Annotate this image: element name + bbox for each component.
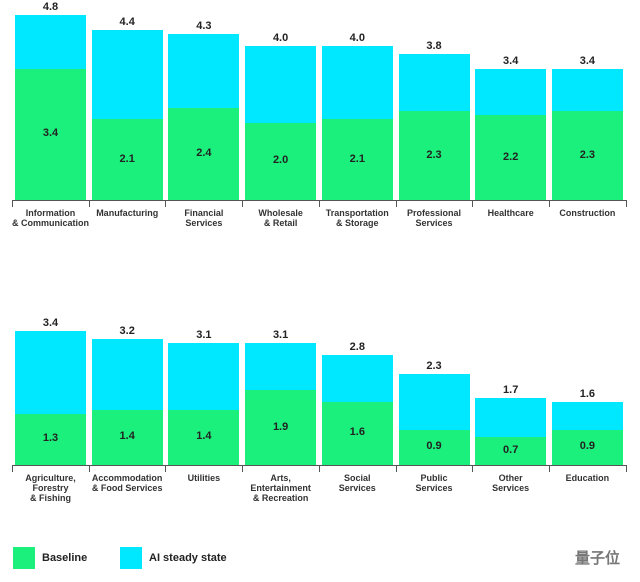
- x-tick-label: Information & Communication: [12, 208, 90, 228]
- x-tick: [625, 465, 627, 472]
- x-tick-label: Utilities: [187, 473, 221, 483]
- bar: [15, 413, 86, 465]
- watermark: 量子位: [574, 549, 620, 567]
- value-label: 3.1: [196, 328, 212, 341]
- bar: [168, 107, 240, 200]
- x-tick: [472, 465, 474, 472]
- value-label: 1.4: [196, 430, 212, 443]
- x-tick-label: Professional Services: [406, 208, 462, 228]
- value-label: 0.7: [503, 444, 519, 457]
- bar: [551, 429, 623, 465]
- x-tick-label: Education: [565, 473, 610, 483]
- value-label: 1.3: [42, 432, 59, 445]
- value-label: 2.4: [196, 146, 212, 159]
- bar: [321, 119, 393, 200]
- bar: [321, 401, 393, 465]
- x-tick: [548, 200, 550, 207]
- value-label: 2.0: [272, 154, 289, 167]
- x-tick: [165, 200, 167, 207]
- value-label: 2.2: [503, 150, 519, 163]
- value-label: 3.4: [579, 54, 596, 67]
- x-tick-label: Manufacturing: [96, 208, 159, 218]
- legend-label: AI steady state: [149, 552, 227, 564]
- value-label: 3.4: [42, 317, 59, 329]
- value-label: 1.7: [503, 384, 519, 396]
- bar: [551, 111, 623, 200]
- x-tick-label: Wholesale & Retail: [258, 208, 303, 228]
- legend-swatch: [120, 547, 142, 569]
- x-tick: [165, 465, 167, 472]
- x-tick-label: Transportation & Storage: [325, 208, 389, 228]
- x-tick-label: Arts, Entertainment & Recreation: [250, 473, 311, 503]
- value-label: 2.3: [426, 148, 442, 161]
- value-label: 2.1: [349, 152, 365, 165]
- bar: [245, 122, 317, 200]
- value-label: 3.4: [503, 54, 519, 67]
- legend-label: Baseline: [42, 552, 88, 564]
- x-tick: [318, 200, 320, 207]
- value-label: 1.4: [119, 430, 135, 443]
- x-tick: [242, 200, 244, 207]
- value-label: 4.4: [119, 16, 135, 29]
- x-tick: [88, 465, 90, 472]
- x-tick: [395, 200, 397, 207]
- x-tick: [12, 200, 13, 207]
- x-tick: [625, 200, 627, 207]
- bar: [91, 119, 163, 200]
- value-label: 1.6: [579, 387, 596, 400]
- bar: [168, 409, 240, 465]
- value-label: 1.6: [349, 426, 365, 439]
- bar: [398, 111, 470, 200]
- value-label: 2.1: [119, 152, 135, 165]
- value-label: 1.9: [272, 420, 289, 433]
- x-tick-label: Healthcare: [487, 208, 534, 218]
- x-tick: [472, 200, 474, 207]
- value-label: 2.3: [579, 148, 596, 161]
- bar: [15, 68, 86, 200]
- value-label: 4.0: [349, 31, 365, 44]
- value-label: 3.8: [426, 39, 442, 52]
- value-label: 3.1: [272, 328, 289, 341]
- bar: [475, 115, 547, 200]
- x-tick: [318, 465, 320, 472]
- value-label: 3.2: [119, 324, 135, 337]
- value-label: 4.3: [196, 20, 212, 33]
- bar: [398, 429, 470, 465]
- x-tick-label: Financial Services: [184, 208, 224, 228]
- value-label: 4.0: [272, 31, 289, 44]
- value-label: 4.8: [42, 1, 59, 13]
- value-label: 2.8: [349, 340, 365, 353]
- legend-swatch: [13, 547, 35, 569]
- x-tick-label: Public Services: [415, 473, 453, 493]
- x-tick-label: Accommodation & Food Services: [91, 473, 163, 493]
- value-label: 3.4: [42, 127, 59, 140]
- x-tick: [395, 465, 397, 472]
- bar: [91, 409, 163, 465]
- bar: [475, 437, 547, 465]
- x-tick-label: Other Services: [492, 473, 530, 493]
- x-tick: [242, 465, 244, 472]
- x-tick: [88, 200, 90, 207]
- value-label: 2.3: [426, 360, 442, 373]
- bar: [245, 390, 317, 465]
- x-tick: [12, 465, 13, 472]
- x-tick: [548, 465, 550, 472]
- value-label: 0.9: [579, 440, 596, 453]
- x-tick-label: Construction: [559, 208, 616, 218]
- value-label: 0.9: [426, 440, 442, 453]
- x-tick-label: Agriculture, Forestry & Fishing: [25, 473, 76, 503]
- x-tick-label: Social Services: [338, 473, 376, 493]
